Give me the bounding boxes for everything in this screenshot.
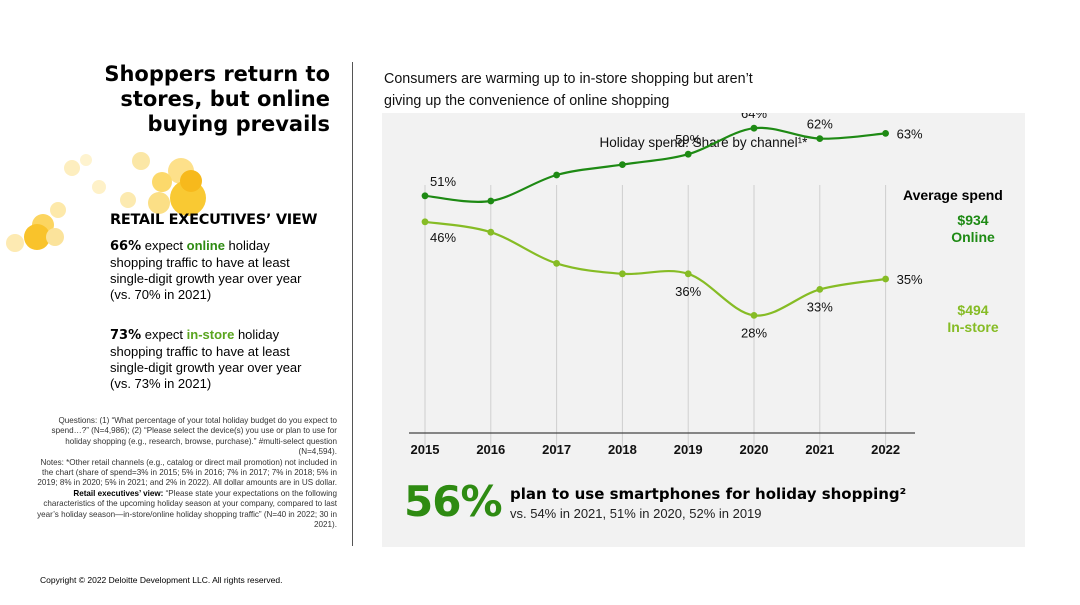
decorative-bubbles	[6, 152, 210, 262]
data-label: 51%	[430, 174, 456, 189]
data-label: 36%	[675, 284, 701, 299]
online-label: Online	[951, 229, 995, 245]
instore-label: In-store	[947, 319, 999, 335]
title-line: stores, but online	[120, 87, 330, 111]
x-tick-label: 2022	[871, 442, 900, 457]
in-store-point	[619, 270, 626, 278]
online-amount: $934	[957, 212, 989, 228]
online-point	[553, 171, 560, 179]
in-store-point	[882, 275, 889, 283]
page-title: Shoppers return to stores, but online bu…	[70, 62, 330, 137]
data-label: 46%	[430, 230, 456, 245]
big-stat: 56%	[404, 477, 503, 526]
online-point	[816, 135, 824, 142]
data-label: 33%	[807, 299, 833, 314]
footnotes: Questions: (1) “What percentage of your …	[30, 416, 337, 530]
in-store-point	[553, 260, 560, 267]
title-line: Shoppers return to	[104, 62, 330, 86]
x-tick-label: 2015	[411, 442, 440, 457]
data-label: 59%	[675, 132, 701, 147]
online-pct: 66%	[110, 239, 142, 254]
in-store-point	[816, 286, 824, 293]
data-label: 63%	[897, 126, 923, 141]
big-stat-text: plan to use smartphones for holiday shop…	[510, 485, 907, 503]
online-point	[619, 161, 626, 168]
instore-amount: $494	[957, 302, 989, 318]
online-point	[750, 124, 758, 132]
instore-pre: expect	[141, 327, 187, 342]
notes-retail-label: Retail executives’ view:	[73, 488, 164, 498]
instore-expectation: 73% expect in-store holiday shopping tra…	[110, 327, 320, 392]
data-label: 62%	[807, 117, 833, 132]
instore-pct: 73%	[110, 328, 142, 343]
online-point	[882, 130, 889, 137]
chart-title: Holiday spend: Share by channel¹*	[599, 135, 808, 150]
in-store-point	[750, 312, 758, 319]
chart-subtitle: Consumers are warming up to in-store sho…	[384, 68, 854, 112]
data-label: 64%	[741, 113, 767, 121]
instore-spend: $494 In-store	[928, 302, 1018, 336]
in-store-series-line	[424, 220, 886, 317]
notes-retail: Retail executives’ view: “Please state y…	[30, 489, 337, 531]
chart-panel: Holiday spend: Share by channel¹* 2015 20…	[382, 113, 1025, 547]
retail-executives-heading: RETAIL EXECUTIVES’ VIEW	[110, 212, 318, 228]
vertical-divider	[352, 62, 353, 546]
x-tick-label: 2018	[608, 442, 637, 457]
online-point	[421, 192, 429, 200]
instore-rest: holiday shopping traffic to have at leas…	[110, 327, 302, 391]
average-spend-label: Average spend	[903, 187, 1003, 203]
data-label: 28%	[741, 325, 767, 340]
online-point	[684, 150, 692, 158]
notes-questions: Questions: (1) “What percentage of your …	[51, 416, 337, 457]
x-tick-label: 2016	[476, 442, 505, 457]
instore-word: in-store	[186, 327, 235, 342]
online-word: online	[186, 238, 225, 253]
online-series-line	[424, 126, 886, 203]
notes-retail-text: “Please state your expectations on the f…	[37, 488, 337, 530]
copyright: Copyright © 2022 Deloitte Development LL…	[40, 575, 283, 585]
online-expectation: 66% expect online holiday shopping traff…	[110, 238, 320, 303]
data-label: 35%	[897, 272, 923, 287]
x-tick-label: 2019	[674, 442, 703, 457]
line-chart: 2015 2016 2017 2018 2019 2020 2021 2022 51% 59% 64…	[409, 113, 923, 457]
title-line: buying prevails	[147, 112, 330, 136]
online-point	[487, 197, 495, 205]
x-tick-label: 2017	[542, 442, 571, 457]
x-tick-label: 2020	[740, 442, 769, 457]
subtitle-line: Consumers are warming up to in-store sho…	[384, 71, 753, 87]
online-rest: holiday shopping traffic to have at leas…	[110, 238, 302, 302]
subtitle-line: giving up the convenience of online shop…	[384, 93, 670, 109]
in-store-point	[684, 270, 692, 278]
online-pre: expect	[141, 238, 187, 253]
in-store-point	[487, 228, 495, 236]
online-spend: $934 Online	[928, 212, 1018, 246]
big-stat-sub: vs. 54% in 2021, 51% in 2020, 52% in 201…	[510, 506, 762, 521]
x-tick-label: 2021	[805, 442, 834, 457]
in-store-point	[421, 218, 429, 226]
notes-notes: Notes: *Other retail channels (e.g., cat…	[37, 457, 337, 488]
